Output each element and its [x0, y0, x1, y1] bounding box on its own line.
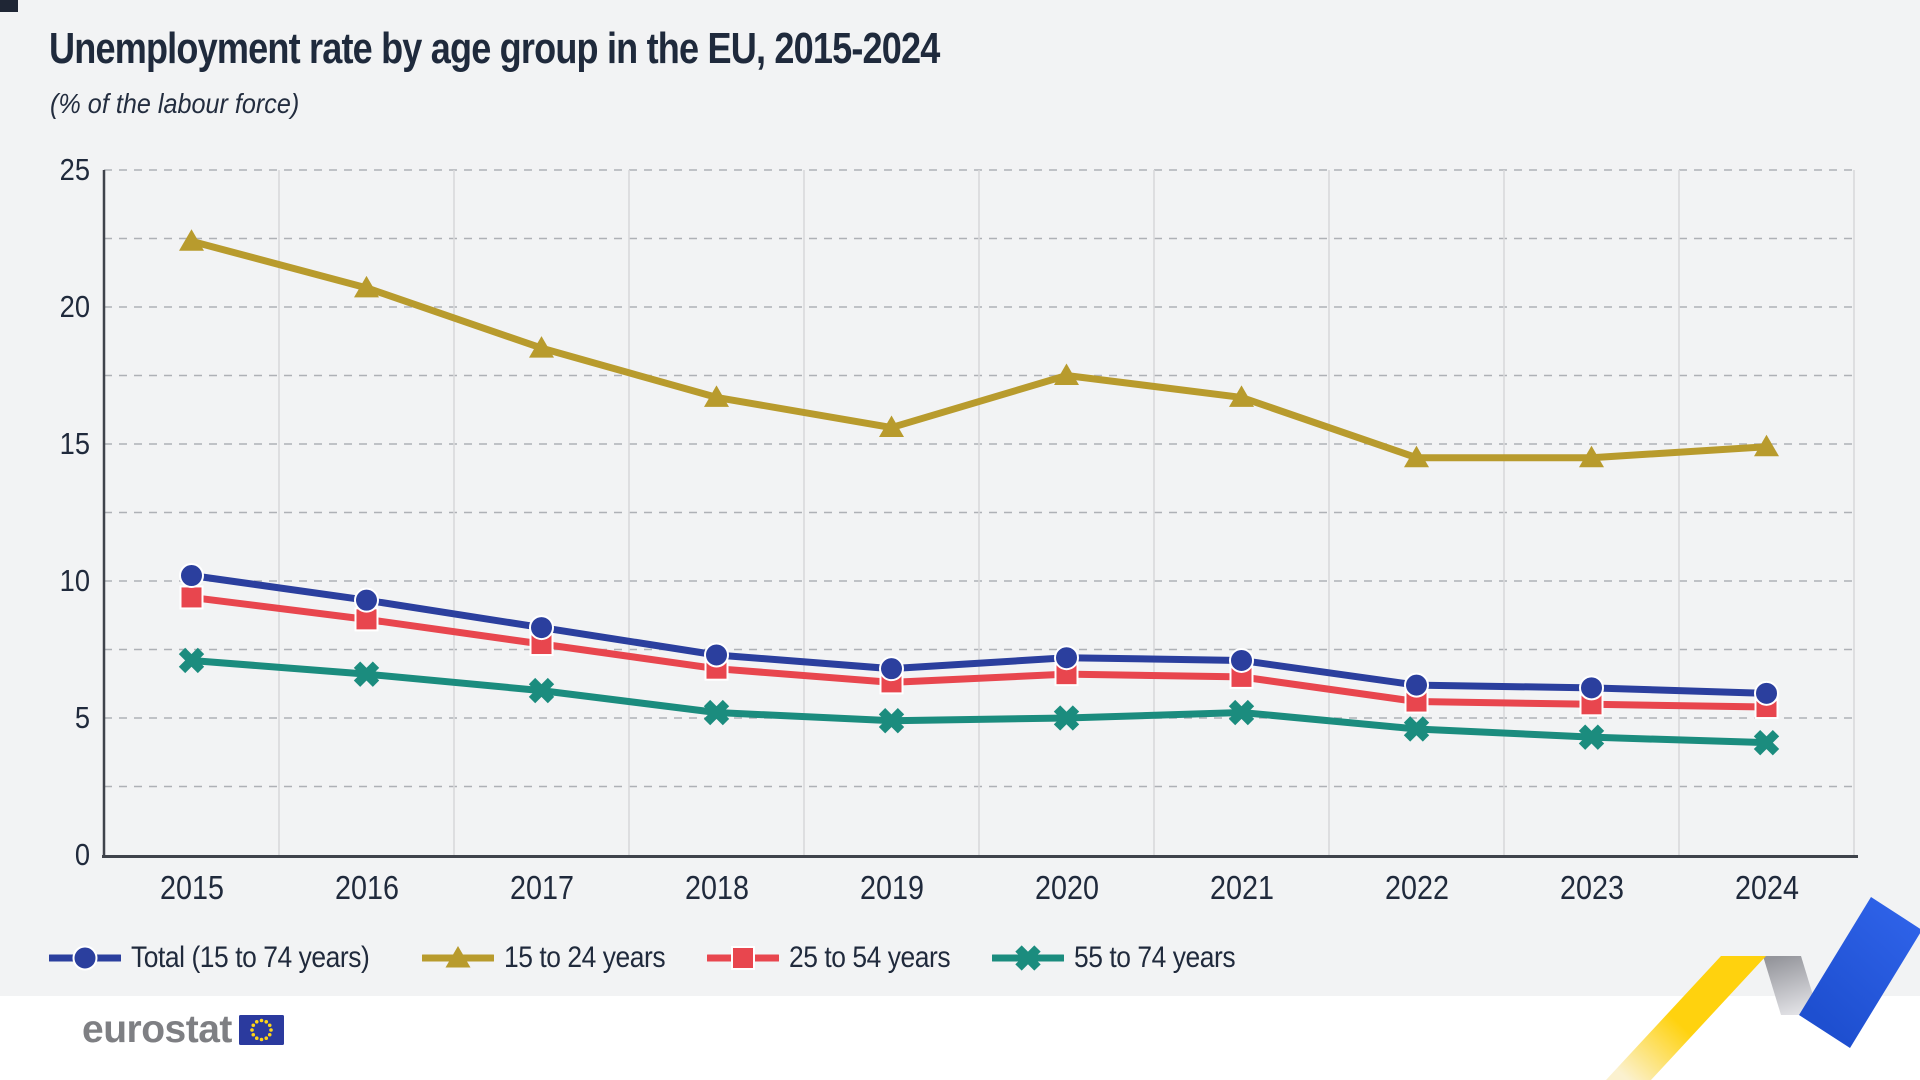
y-axis-tick-label: 10 [59, 563, 90, 598]
x-axis-year-label: 2024 [1734, 869, 1799, 906]
x-axis-year-label: 2021 [1209, 869, 1274, 906]
x-axis-year-label: 2023 [1559, 869, 1624, 906]
legend-label: 55 to 74 years [1074, 941, 1236, 974]
footer-bar: eurostat [0, 996, 1920, 1080]
legend-item-15-24: 15 to 24 years [419, 941, 687, 975]
legend-label: 15 to 24 years [503, 941, 666, 974]
y-axis-tick-label: 0 [74, 837, 90, 872]
x-axis-year-label: 2022 [1384, 869, 1449, 906]
eu-flag-icon [238, 1014, 284, 1045]
triangle-marker-icon [419, 944, 497, 972]
x-axis-year-label: 2015 [159, 869, 224, 906]
x-axis-year-label: 2017 [509, 869, 574, 906]
chart-subtitle: (% of the labour force) [50, 88, 300, 119]
x-axis-year-label: 2016 [334, 869, 399, 906]
eurostat-logo-text: eurostat [82, 1008, 232, 1051]
x-axis-year-label: 2019 [859, 869, 924, 906]
legend-item-total: Total (15 to 74 years) [46, 941, 402, 975]
y-axis-tick-label: 15 [59, 426, 90, 461]
chart-legend: Total (15 to 74 years) 15 to 24 years 25… [46, 941, 1257, 975]
eurostat-logo: eurostat [82, 1010, 284, 1049]
square-marker-icon [704, 944, 782, 972]
x-axis-year-label: 2018 [684, 869, 749, 906]
corner-mark [0, 0, 18, 12]
x-marker-icon [989, 944, 1067, 972]
y-axis-tick-label: 25 [59, 152, 90, 187]
y-axis-tick-label: 20 [59, 289, 90, 324]
chart-svg [102, 169, 1858, 858]
legend-item-55-74: 55 to 74 years [989, 941, 1257, 975]
circle-marker-icon [46, 944, 124, 972]
legend-item-25-54: 25 to 54 years [704, 941, 972, 975]
y-axis-tick-label: 5 [74, 700, 90, 735]
page-title: Unemployment rate by age group in the EU… [49, 24, 940, 73]
legend-label: 25 to 54 years [788, 941, 951, 974]
legend-label: Total (15 to 74 years) [131, 941, 370, 974]
x-axis-year-label: 2020 [1034, 869, 1099, 906]
